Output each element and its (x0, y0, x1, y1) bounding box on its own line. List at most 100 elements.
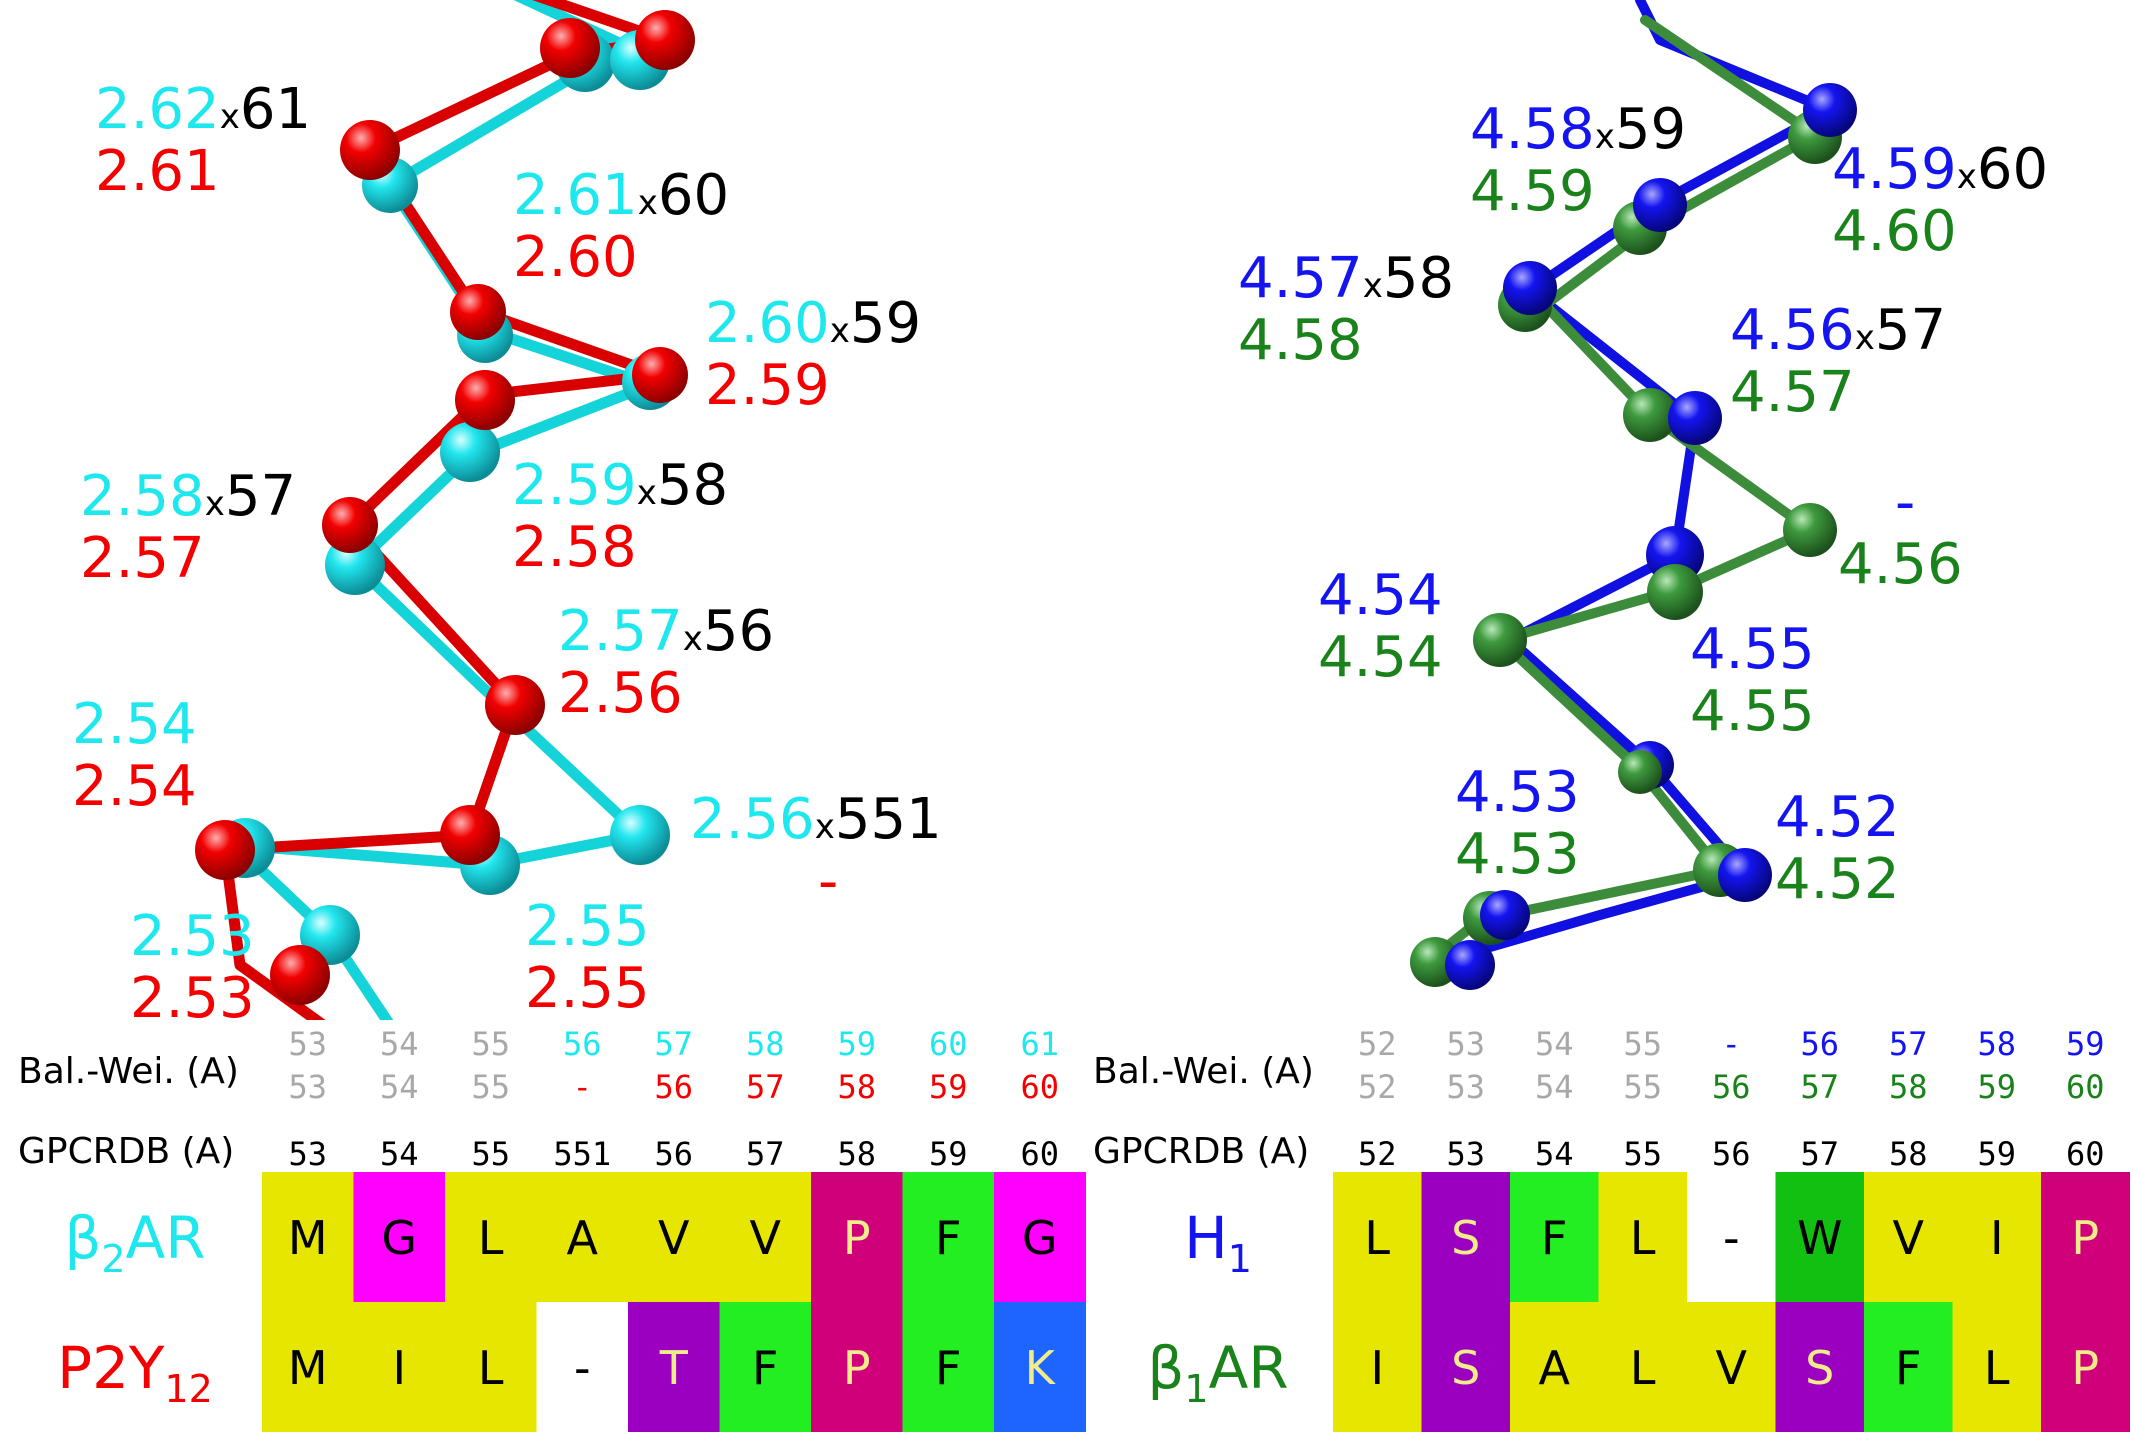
x-separator: x (205, 484, 225, 524)
b2ar-ca-atom (610, 805, 670, 865)
balwei-number-top: 59 (837, 1025, 876, 1063)
h1-ca-atom (1503, 261, 1557, 315)
balwei-number-receptor1: 2.54 (72, 692, 197, 757)
right-backbone-structure (1410, 0, 1857, 990)
residue-cell (719, 1172, 812, 1302)
b1ar-ca-atom (1647, 564, 1703, 620)
h1-ca-atom (1803, 83, 1857, 137)
balwei-number-bottom: 57 (1800, 1068, 1839, 1106)
residue-letter: G (381, 1211, 417, 1265)
balwei-number-receptor1: 2.61 (513, 163, 638, 228)
gpcrdb-row-label: GPCRDB (A) (18, 1131, 234, 1172)
residue-label-bottom: 2.53 (130, 966, 255, 1031)
residue-label-top: 2.57x56 (558, 599, 774, 664)
x-separator: x (1855, 318, 1875, 358)
residue-cell (445, 1172, 537, 1302)
balwei-number-receptor1: 2.56 (690, 787, 815, 852)
residue-cell (1333, 1302, 1422, 1432)
gpcrdb-number: 57 (1800, 1135, 1839, 1173)
residue-cell (445, 1302, 537, 1432)
residue-label-top: 2.55 (525, 894, 650, 959)
gpcrdb-number: 59 (929, 1135, 968, 1173)
residue-letter: S (1451, 1341, 1480, 1395)
gpcrdb-number: 53 (1446, 1135, 1485, 1173)
residue-cell (1864, 1172, 1953, 1302)
p2y12-ca-atom (340, 120, 400, 180)
balwei-number-top: 58 (1977, 1025, 2016, 1063)
residue-letter: K (1025, 1341, 1057, 1395)
residue-letter: F (935, 1341, 961, 1395)
b2ar-ca-atom (440, 422, 500, 482)
gpcrdb-number: 56 (654, 1135, 693, 1173)
balwei-number-top: 54 (1535, 1025, 1574, 1063)
residue-letter: V (750, 1211, 782, 1265)
gpcrdb-number: 551 (553, 1135, 611, 1173)
residue-letter: A (1539, 1341, 1571, 1395)
receptor-name: β2AR (64, 1204, 205, 1281)
x-separator: x (683, 619, 703, 659)
residue-cell (902, 1172, 995, 1302)
p2y12-ca-atom (455, 370, 515, 430)
residue-cell (262, 1172, 354, 1302)
balwei-number-receptor1: - (1895, 470, 1915, 535)
gpcrdb-number: 551 (835, 787, 942, 852)
residue-label-top: 4.56x57 (1730, 298, 1946, 363)
gpcrdb-number: 53 (288, 1135, 327, 1173)
b1ar-ca-atom (1618, 750, 1662, 794)
gpcrdb-number: 54 (380, 1135, 419, 1173)
balwei-number-receptor1: 4.56 (1730, 298, 1855, 363)
residue-cell (353, 1172, 446, 1302)
balwei-number-receptor1: 4.57 (1238, 246, 1363, 311)
residue-cell (902, 1302, 995, 1432)
gpcrdb-number: 57 (746, 1135, 785, 1173)
residue-label-top: 4.58x59 (1470, 97, 1686, 162)
balwei-number-bottom: 52 (1358, 1068, 1397, 1106)
residue-cell (1775, 1172, 1865, 1302)
residue-letter: M (288, 1341, 328, 1395)
balwei-number-bottom: 54 (380, 1068, 419, 1106)
balwei-number-bottom: 58 (1889, 1068, 1928, 1106)
h1-ca-atom (1668, 391, 1722, 445)
residue-letter: P (2071, 1211, 2099, 1265)
p2y12-ca-atom (540, 18, 600, 78)
h1-ca-atom (1718, 848, 1772, 902)
x-separator: x (220, 97, 240, 137)
gpcrdb-number: 52 (1358, 1135, 1397, 1173)
residue-letter: F (1895, 1341, 1921, 1395)
balwei-number-receptor1: 2.59 (512, 453, 637, 518)
residue-label-bottom: - (818, 849, 838, 914)
residue-letter: - (1723, 1211, 1740, 1265)
gpcrdb-number: 56 (703, 599, 774, 664)
residue-cell (811, 1302, 903, 1432)
residue-letter: V (1893, 1211, 1925, 1265)
receptor-name: H1 (1184, 1204, 1252, 1281)
residue-letter: L (478, 1341, 504, 1395)
residue-letter: V (1716, 1341, 1748, 1395)
gpcrdb-number: 58 (657, 453, 728, 518)
residue-label-bottom: 2.58 (512, 515, 637, 580)
residue-letter: I (1370, 1341, 1384, 1395)
balwei-number-receptor1: 2.60 (705, 291, 830, 356)
balwei-number-bottom: 54 (1535, 1068, 1574, 1106)
residue-letter: L (1984, 1341, 2010, 1395)
x-separator: x (815, 807, 835, 847)
balwei-number-top: 60 (929, 1025, 968, 1063)
p2y12-ca-atom (485, 675, 545, 735)
residue-label-bottom: 4.56 (1838, 532, 1963, 597)
balwei-number-top: 56 (1800, 1025, 1839, 1063)
balwei-number-receptor1: 2.53 (130, 904, 255, 969)
gpcrdb-number: 61 (240, 77, 311, 142)
receptor-name-suffix: AR (126, 1204, 206, 1272)
residue-label-bottom: 2.59 (705, 353, 830, 418)
residue-letter: - (574, 1341, 591, 1395)
p2y12-ca-atom (450, 284, 506, 340)
balwei-number-top: 55 (471, 1025, 510, 1063)
residue-letter: L (1630, 1211, 1656, 1265)
balwei-number-top: 58 (746, 1025, 785, 1063)
residue-letter: W (1797, 1211, 1842, 1265)
b1ar-ca-atom (1783, 503, 1837, 557)
x-separator: x (637, 473, 657, 513)
residue-cell (1687, 1302, 1776, 1432)
residue-label-top: 4.53 (1455, 760, 1580, 825)
balwei-number-bottom: 59 (1977, 1068, 2016, 1106)
